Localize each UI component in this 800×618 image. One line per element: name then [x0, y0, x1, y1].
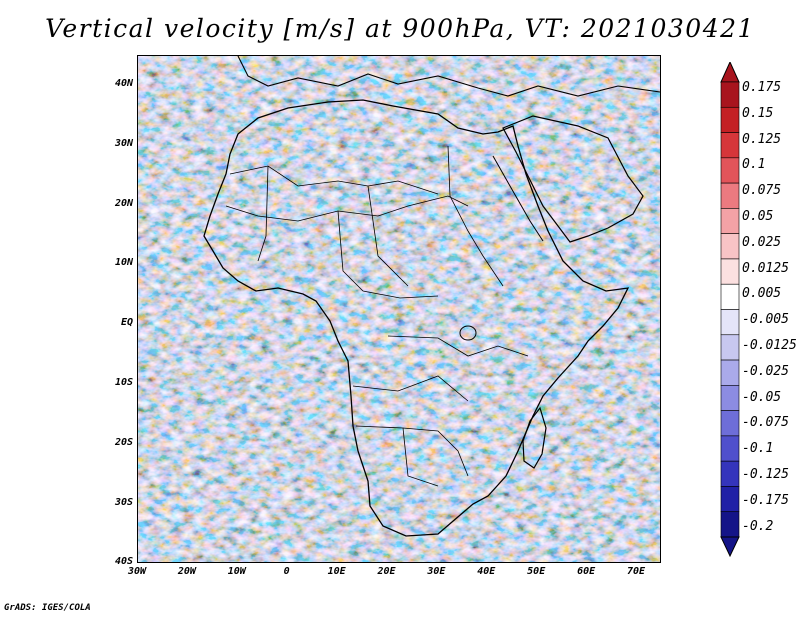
colorbar-swatch	[720, 208, 740, 234]
colorbar-swatch	[720, 258, 740, 285]
colorbar-swatch	[720, 182, 740, 209]
colorbar-swatch	[720, 385, 740, 411]
europe-coastline	[237, 56, 660, 97]
madagascar-coastline	[522, 406, 547, 469]
longitude-tick-label: 30E	[427, 566, 446, 577]
colorbar-swatch	[720, 157, 740, 184]
colorbar-swatch	[720, 309, 740, 336]
colorbar-swatch	[720, 106, 740, 133]
country-borders	[225, 145, 529, 487]
colorbar-tick-label: 0.025	[742, 234, 782, 250]
longitude-tick-label: 20E	[377, 566, 396, 577]
latitude-tick-label: 30N	[114, 137, 133, 149]
colorbar-tick-label: 0.05	[742, 209, 774, 224]
colorbar-tick-label: 0.125	[742, 131, 782, 147]
colorbar-tick-label: 0.0125	[742, 260, 789, 276]
footer-credit: GrADS: IGES/COLA	[4, 603, 91, 613]
colorbar-tick-label: -0.1	[742, 441, 774, 457]
longitude-tick-label: 70E	[626, 566, 646, 577]
latitude-tick-label: 30S	[114, 496, 133, 508]
colorbar-swatch	[720, 511, 740, 538]
colorbar-swatch	[720, 81, 740, 108]
colorbar-swatch	[720, 410, 740, 437]
longitude-tick-label: 10W	[227, 566, 246, 577]
red-sea-coast	[492, 155, 544, 242]
colorbar-tick-label: -0.075	[742, 415, 789, 431]
latitude-tick-label: 20S	[114, 436, 133, 448]
latitude-tick-label: 40S	[114, 556, 133, 568]
map-title: Vertical velocity [m/s] at 900hPa, VT: 2…	[45, 14, 755, 43]
longitude-tick-label: 10E	[327, 566, 346, 577]
colorbar-max-arrow	[720, 62, 740, 83]
colorbar-tick-label: -0.05	[742, 389, 782, 405]
colorbar-tick-label: 0.005	[742, 286, 782, 302]
latitude-tick-label: 10N	[114, 257, 133, 269]
colorbar-tick-label: 0.075	[742, 183, 782, 199]
longitude-tick-label: 0	[283, 566, 290, 577]
latitude-tick-label: 20N	[114, 197, 133, 209]
colorbar-min-arrow	[720, 536, 740, 557]
colorbar-tick-label: -0.0125	[742, 338, 797, 353]
longitude-tick-label: 50E	[527, 566, 546, 577]
africa-coastline	[203, 99, 630, 537]
lake-victoria	[459, 325, 477, 341]
colorbar-swatch	[720, 233, 740, 260]
colorbar-tick-label: -0.175	[742, 492, 789, 508]
latitude-tick-label: EQ	[120, 317, 133, 329]
longitude-tick-label: 60E	[577, 566, 596, 577]
velocity-map	[138, 56, 660, 562]
colorbar-swatch	[720, 486, 740, 513]
colorbar-swatch	[720, 334, 740, 361]
colorbar-tick-label: 0.1	[742, 157, 766, 173]
longitude-tick-label: 40E	[477, 566, 496, 577]
arabia-coastline	[502, 115, 644, 243]
colorbar-tick-label: 0.175	[742, 80, 782, 95]
colorbar-tick-label: -0.2	[742, 518, 774, 534]
colorbar-tick-label: -0.005	[742, 312, 789, 328]
colorbar-tick-label: -0.125	[742, 467, 789, 482]
colorbar-swatch	[720, 359, 740, 386]
colorbar-swatch	[720, 435, 740, 462]
colorbar-swatch	[720, 283, 740, 310]
longitude-tick-label: 20W	[177, 566, 196, 577]
colorbar-swatch	[720, 132, 740, 159]
colorbar	[720, 62, 740, 557]
map-panel	[137, 55, 661, 563]
longitude-tick-label: 30W	[127, 566, 147, 577]
colorbar-swatch	[720, 460, 740, 487]
velocity-streaks	[138, 56, 660, 562]
latitude-tick-label: 40N	[114, 78, 133, 89]
colorbar-tick-label: 0.15	[742, 105, 774, 121]
latitude-tick-label: 10S	[114, 377, 133, 388]
colorbar-tick-label: -0.025	[742, 363, 789, 379]
